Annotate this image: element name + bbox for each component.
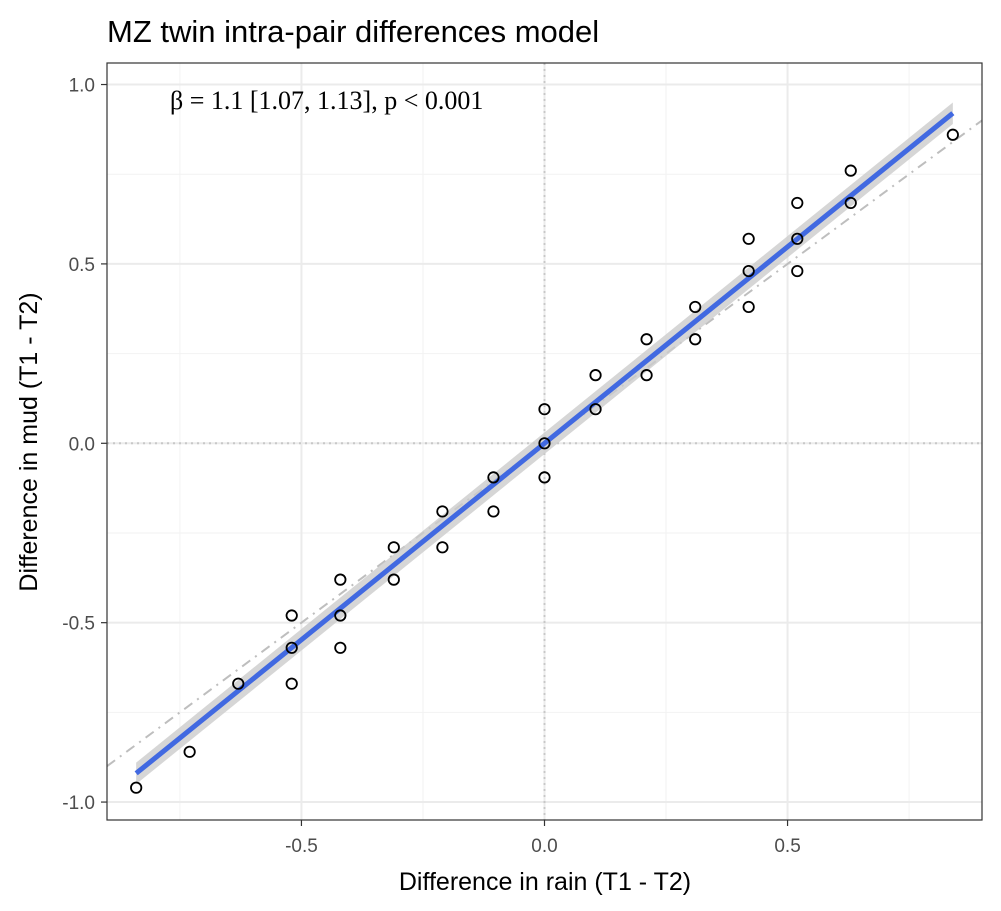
x-axis-title: Difference in rain (T1 - T2) <box>399 868 691 896</box>
data-point <box>183 745 196 758</box>
data-point <box>742 300 755 314</box>
data-point <box>791 264 804 278</box>
chart-title: MZ twin intra-pair differences model <box>107 14 599 49</box>
data-point <box>844 196 857 210</box>
data-point <box>689 333 702 346</box>
data-point <box>589 403 602 416</box>
data-point <box>844 164 857 177</box>
data-point <box>436 541 449 554</box>
y-tick-label: 0.0 <box>69 434 95 455</box>
data-point <box>487 505 500 518</box>
data-point <box>689 300 702 314</box>
data-point <box>640 369 653 382</box>
x-tick-label: -0.5 <box>285 836 318 857</box>
y-tick-label: 0.5 <box>69 255 95 276</box>
data-point <box>791 232 804 245</box>
data-point <box>640 333 653 346</box>
data-point <box>387 573 400 586</box>
data-point <box>334 609 347 622</box>
data-point <box>589 369 602 382</box>
data-point <box>285 609 298 622</box>
data-point <box>946 128 959 141</box>
data-point <box>232 677 245 690</box>
data-point <box>130 781 143 794</box>
fit-layer <box>134 102 955 785</box>
x-tick-label: 0.0 <box>531 836 557 857</box>
data-point <box>742 232 755 245</box>
data-point <box>487 471 500 484</box>
data-points <box>130 128 959 794</box>
data-point <box>538 437 551 450</box>
regression-annotation: β = 1.1 [1.07, 1.13], p < 0.001 <box>170 86 483 115</box>
regression-line <box>134 111 955 776</box>
y-tick-label: -0.5 <box>62 614 95 635</box>
y-tick-label: 1.0 <box>69 76 95 97</box>
data-point <box>538 471 551 484</box>
data-point <box>285 641 298 654</box>
y-axis: -1.0 -0.5 0.0 0.5 1.0 <box>62 76 107 814</box>
data-point <box>791 196 804 210</box>
data-point <box>538 403 551 416</box>
y-tick-label: -1.0 <box>62 793 95 814</box>
data-point <box>285 677 298 690</box>
data-point <box>742 264 755 278</box>
x-axis: -0.5 0.0 0.5 <box>285 820 801 857</box>
x-tick-label: 0.5 <box>774 836 800 857</box>
data-point <box>334 573 347 586</box>
data-point <box>436 505 449 518</box>
data-point <box>334 641 347 654</box>
y-axis-title: Difference in mud (T1 - T2) <box>15 292 43 591</box>
data-point <box>387 541 400 554</box>
